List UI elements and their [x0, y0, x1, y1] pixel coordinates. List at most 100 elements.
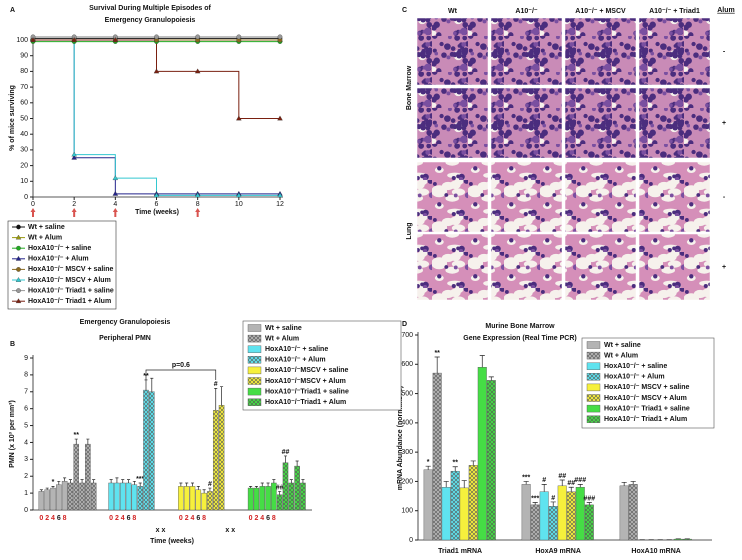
data-point	[236, 34, 242, 40]
x-tick-label: 0	[179, 515, 183, 522]
panel-label: C	[402, 7, 407, 14]
error-bar	[115, 477, 119, 483]
bar	[282, 462, 289, 511]
legend-label: Wt + Alum	[28, 234, 62, 241]
missing-marker: x	[156, 527, 160, 534]
legend-swatch	[247, 366, 262, 375]
error-bar	[144, 379, 148, 391]
legend-swatch	[247, 387, 262, 396]
bar	[265, 486, 271, 511]
micrograph	[416, 161, 489, 233]
error-bar	[190, 482, 195, 487]
data-point	[112, 37, 119, 42]
legend-label: HoxA10⁻/⁻ + Alum	[604, 374, 665, 381]
bar	[79, 482, 85, 511]
column-header: A10⁻/⁻ + Triad1	[649, 8, 700, 15]
x-tick-label: 6	[266, 515, 270, 522]
error-bar	[577, 484, 583, 488]
y-tick-label: 600	[401, 361, 413, 368]
panel-label: D	[402, 321, 407, 328]
micrograph	[490, 87, 563, 159]
error-bar	[452, 466, 458, 472]
error-bar	[109, 479, 113, 483]
micrograph	[416, 17, 489, 86]
error-bar	[92, 479, 96, 483]
x-tick-label: HoxA9 mRNA	[535, 548, 581, 555]
error-bar	[272, 479, 276, 483]
bar	[61, 481, 68, 511]
bar	[539, 491, 549, 541]
legend-swatch	[247, 345, 262, 353]
error-bar	[208, 487, 212, 492]
x-tick-label: 4	[260, 515, 264, 522]
chart-title: Survival During Multiple Episodes of	[89, 5, 211, 12]
legend-marker	[16, 288, 21, 293]
legend-label: HoxA10⁻/⁻ + saline	[265, 346, 328, 353]
bar	[85, 443, 91, 511]
error-bar	[434, 356, 440, 374]
data-point	[71, 37, 77, 42]
panel-label: B	[10, 341, 15, 348]
bar	[459, 487, 469, 541]
error-bar	[63, 477, 67, 482]
y-axis-label: mRNA Abundance (normalized)	[397, 386, 404, 491]
legend-label: HoxA10⁻/⁻ MSCV + saline	[604, 384, 689, 391]
bar	[195, 489, 202, 511]
bar	[73, 443, 80, 511]
x-tick-label: 4	[191, 515, 195, 522]
bar	[682, 538, 692, 541]
bar	[548, 506, 558, 541]
bar	[300, 482, 306, 511]
alum-status: -	[723, 194, 726, 201]
micrograph	[490, 17, 563, 86]
x-tick-label: 4	[113, 201, 117, 208]
error-bar	[532, 502, 538, 505]
error-bar	[266, 482, 270, 487]
x-tick-label: 8	[63, 515, 67, 522]
data-point	[236, 192, 242, 198]
error-bar	[425, 465, 431, 470]
error-bar	[39, 489, 43, 492]
error-bar	[523, 481, 529, 485]
legend-label: HoxA10⁻/⁻Triad1 + saline	[265, 388, 349, 395]
significance-label: #	[551, 495, 555, 502]
series-line	[33, 39, 280, 119]
injection-arrow	[30, 208, 36, 217]
column-header: A10⁻/⁻	[515, 8, 537, 15]
x-tick-label: 8	[132, 515, 136, 522]
legend-label: HoxA10⁻/⁻Triad1 + Alum	[265, 399, 346, 406]
data-point	[195, 34, 201, 40]
error-bar	[132, 480, 136, 485]
column-header: Wt	[448, 8, 458, 15]
significance-label: *	[427, 459, 430, 466]
significance-label: ##	[558, 473, 566, 480]
alum-status: -	[723, 48, 726, 55]
bar	[212, 410, 219, 511]
y-tick-label: 200	[401, 478, 413, 485]
axis	[32, 37, 283, 198]
bar	[557, 485, 567, 541]
legend-swatch	[586, 362, 601, 370]
x-tick-label: 8	[196, 201, 200, 208]
column-header: A10⁻/⁻ + MSCV	[575, 8, 626, 15]
data-point	[277, 192, 283, 198]
bar	[441, 487, 451, 541]
bracket	[145, 369, 217, 380]
legend-label: HoxA10⁻/⁻MSCV + Alum	[265, 378, 346, 385]
y-tick-label: 0	[24, 507, 28, 514]
significance-label: ***	[522, 474, 530, 481]
x-tick-label: 2	[72, 201, 76, 208]
error-bar	[185, 482, 189, 487]
error-bar	[57, 480, 61, 485]
chart-title: Gene Expression (Real Time PCR)	[463, 335, 576, 342]
error-bar	[559, 479, 565, 486]
bar	[468, 465, 478, 541]
error-bar	[260, 482, 264, 487]
legend-box	[581, 337, 715, 429]
micrograph	[638, 87, 711, 159]
error-bar	[127, 479, 131, 483]
x-tick-label: 0	[31, 201, 35, 208]
error-bar	[488, 376, 494, 381]
